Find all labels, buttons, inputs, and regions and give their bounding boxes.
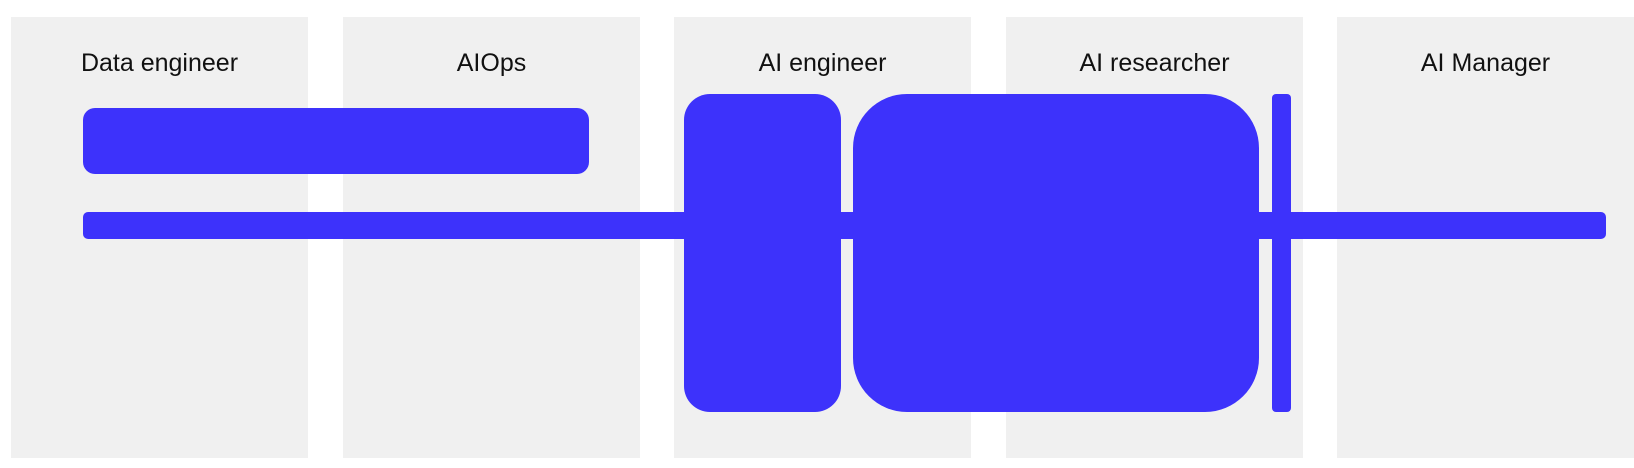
thin-divider	[1272, 94, 1291, 412]
bar-long	[83, 212, 1606, 239]
block-ai-engineer	[684, 94, 841, 412]
role-label: AI Manager	[1420, 49, 1551, 77]
bar-top	[83, 108, 589, 174]
role-label: AI researcher	[1079, 49, 1230, 77]
role-label: AIOps	[456, 49, 527, 77]
block-ai-researcher	[853, 94, 1259, 412]
role-label: Data engineer	[80, 49, 239, 77]
role-label: AI engineer	[758, 49, 887, 77]
